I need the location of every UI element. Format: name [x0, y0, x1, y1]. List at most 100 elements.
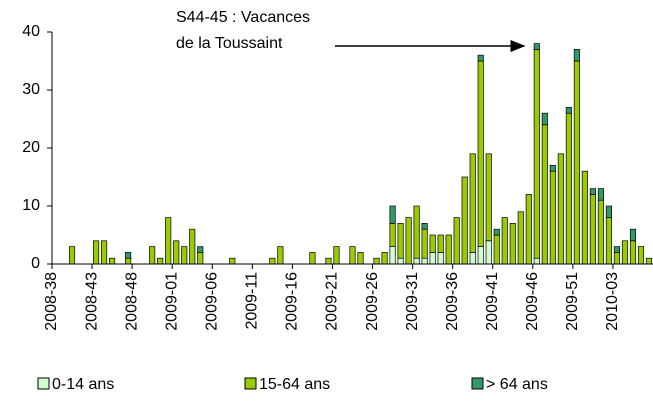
annotation: de la Toussaint — [176, 35, 283, 52]
bar-segment — [421, 257, 428, 265]
bar-segment — [549, 170, 556, 265]
bar-segment — [389, 223, 396, 247]
bar-segment — [605, 205, 612, 218]
x-tick-label: 2008-38 — [43, 272, 60, 331]
bar-segment — [357, 252, 364, 265]
bar-segment — [613, 252, 620, 265]
bar-segment — [189, 228, 196, 265]
x-tick-label: 2009-21 — [324, 272, 341, 331]
x-tick-label: 2009-06 — [203, 272, 220, 331]
bar-segment — [437, 234, 444, 253]
legend-label: 15-64 ans — [259, 376, 330, 393]
bar-segment — [493, 234, 500, 265]
x-tick-label: 2009-31 — [404, 272, 421, 331]
bar-segment — [68, 246, 76, 265]
bar-segment — [413, 205, 420, 259]
bar-segment — [589, 194, 596, 265]
bar-segment — [605, 217, 612, 265]
bar-segment — [429, 234, 436, 253]
bar-segment — [565, 107, 572, 114]
bar-segment — [621, 240, 629, 265]
bar-segment — [477, 54, 484, 62]
bar-segment — [525, 194, 532, 265]
bar-segment — [533, 49, 540, 259]
bar-segment — [541, 112, 548, 126]
bar-segment — [437, 252, 444, 265]
bar-segment — [125, 252, 132, 259]
bar-segment — [397, 223, 404, 259]
bar-segment — [197, 252, 204, 265]
bar-segment — [509, 223, 516, 265]
bar-segment — [533, 257, 540, 265]
legend-swatch — [244, 377, 257, 390]
bar-segment — [541, 124, 548, 265]
bar-segment — [421, 228, 428, 259]
bar-segment — [453, 217, 460, 265]
bar-segment — [389, 246, 396, 265]
bar-segment — [109, 257, 116, 265]
bar-segment — [597, 188, 604, 201]
legend-swatch — [37, 377, 50, 390]
bar-segment — [421, 223, 428, 230]
bar-segment — [517, 211, 524, 265]
bar-segment — [157, 257, 164, 265]
bar-segment — [629, 240, 637, 265]
legend-label: > 64 ans — [486, 376, 548, 393]
x-tick-label: 2009-41 — [484, 272, 501, 331]
bar-segment — [549, 165, 556, 172]
bar-segment — [309, 252, 316, 265]
bar-segment — [469, 153, 476, 253]
legend-label: 0-14 ans — [52, 376, 114, 393]
annotation: S44-45 : Vacances — [176, 9, 310, 26]
x-tick-label: 2009-46 — [524, 272, 541, 331]
bar-segment — [413, 257, 420, 265]
x-tick-label: 2009-36 — [444, 272, 461, 331]
bar-segment — [381, 252, 388, 265]
y-tick-label: 20 — [22, 139, 40, 156]
bar-segment — [125, 257, 132, 265]
bar-segment — [493, 228, 500, 236]
bar-segment — [269, 257, 276, 265]
bar-segment — [349, 246, 356, 265]
y-tick-label: 0 — [31, 255, 40, 272]
bar-segment — [333, 246, 340, 265]
bar-segment — [173, 240, 180, 265]
bar-segment — [101, 240, 108, 265]
bar-segment — [277, 246, 284, 265]
bar-segment — [181, 246, 188, 265]
y-tick-label: 10 — [22, 197, 40, 214]
bar-segment — [629, 228, 637, 242]
x-tick-label: 2009-16 — [284, 272, 301, 331]
bar-segment — [613, 246, 620, 253]
x-tick-label: 2009-01 — [163, 272, 180, 331]
x-tick-label: 2009-11 — [244, 272, 261, 330]
bar-segment — [501, 217, 508, 265]
bar-segment — [197, 246, 204, 253]
bar-segment — [557, 153, 564, 265]
bar-segment — [389, 205, 396, 224]
x-tick-label: 2010-03 — [604, 272, 621, 331]
bar-segment — [477, 60, 484, 247]
bar-segment — [581, 170, 588, 265]
bar-segment — [93, 240, 100, 265]
x-tick-label: 2009-51 — [564, 272, 581, 331]
bar-segment — [325, 257, 332, 265]
bar-segment — [589, 188, 596, 195]
bar-segment — [637, 246, 645, 265]
bar-segment — [597, 199, 604, 265]
legend-swatch — [471, 377, 484, 390]
bar-segment — [485, 240, 492, 265]
bar-segment — [461, 176, 468, 265]
bar-segment — [533, 43, 540, 50]
bar-segment — [573, 49, 580, 62]
bar-segment — [149, 246, 156, 265]
bar-segment — [469, 252, 476, 265]
x-tick-label: 2008-48 — [123, 272, 140, 331]
bar-segment — [229, 257, 236, 265]
bar-segment — [573, 60, 580, 265]
y-tick-label: 40 — [22, 23, 40, 40]
bar-segment — [445, 234, 452, 265]
bar-segment — [477, 246, 484, 265]
y-tick-label: 30 — [22, 81, 40, 98]
